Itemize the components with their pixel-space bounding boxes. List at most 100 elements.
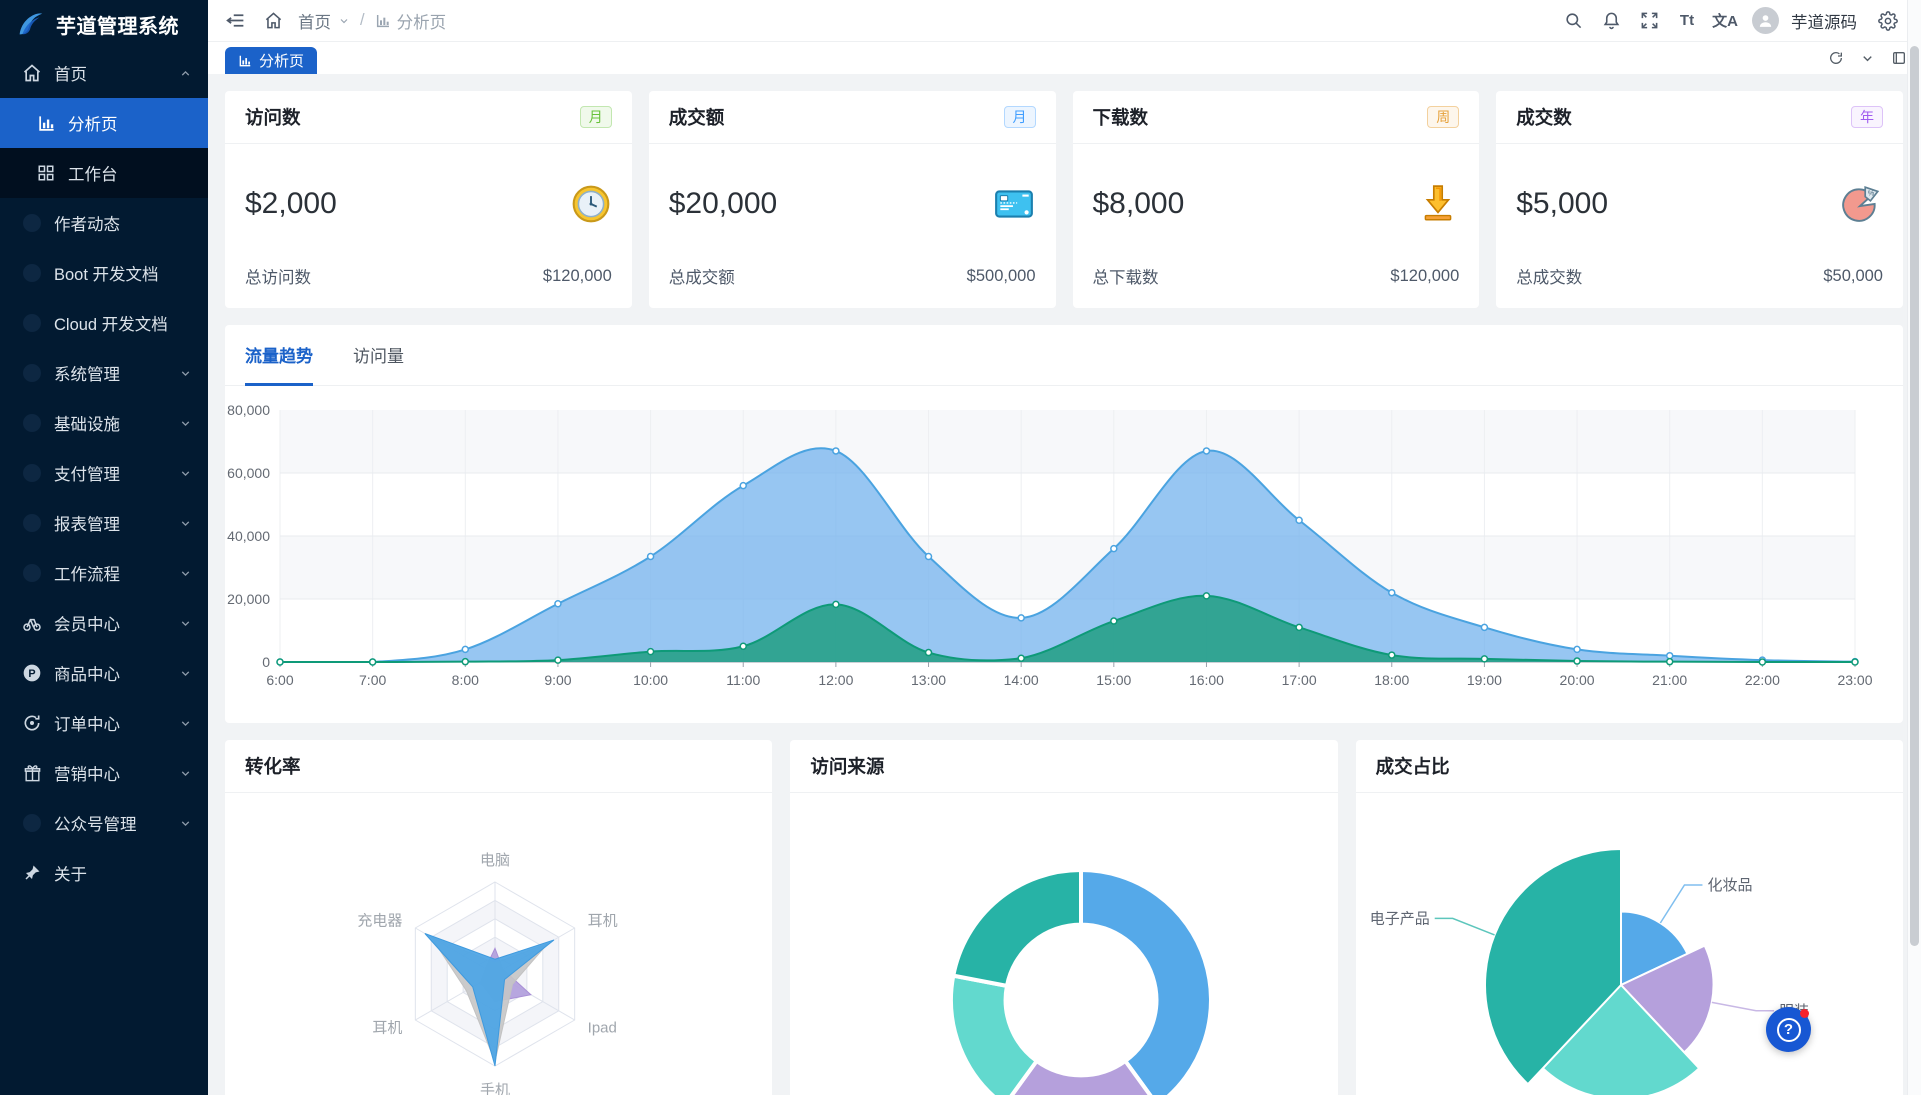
period-badge: 年 (1851, 106, 1883, 128)
gear-icon[interactable] (1871, 4, 1905, 38)
svg-text:18:00: 18:00 (1374, 672, 1409, 688)
sidebar-item-system[interactable]: 系统管理 (0, 348, 208, 398)
sidebar: 芋道管理系统 首页 分析页 (0, 0, 208, 1095)
fullscreen-icon[interactable] (1632, 4, 1666, 38)
card-title: 成交额 (668, 107, 725, 128)
download-icon (1417, 183, 1459, 225)
sidebar-item-order[interactable]: 订单中心 (0, 698, 208, 748)
sidebar-item-marketing[interactable]: 营销中心 (0, 748, 208, 798)
svg-text:8:00: 8:00 (452, 672, 479, 688)
svg-text:17:00: 17:00 (1282, 672, 1317, 688)
bicycle-icon (21, 612, 43, 634)
search-icon[interactable] (1556, 4, 1590, 38)
dot-icon (21, 512, 43, 534)
username[interactable]: 芋道源码 (1791, 13, 1857, 32)
sidebar-item-report[interactable]: 报表管理 (0, 498, 208, 548)
sidebar-item-analysis[interactable]: 分析页 (0, 98, 208, 148)
chevron-down-icon (179, 367, 192, 380)
sidebar-item-author-news[interactable]: 作者动态 (0, 198, 208, 248)
sidebar-collapse-button[interactable] (218, 4, 252, 38)
chevron-down-icon (179, 667, 192, 680)
visit-source-card: 访问来源 (790, 740, 1338, 1095)
top-navbar: 首页 / 分析页 Tt 文A 芋道源码 (208, 0, 1921, 42)
home-icon (21, 62, 43, 84)
bar-chart-icon (375, 13, 391, 29)
pin-icon (21, 862, 43, 884)
svg-text:6:00: 6:00 (266, 672, 293, 688)
footer-value: $120,000 (542, 266, 612, 285)
font-size-icon[interactable]: Tt (1679, 12, 1695, 29)
breadcrumb: 首页 / 分析页 (298, 9, 446, 33)
tab-traffic-trend[interactable]: 流量趋势 (245, 325, 313, 386)
bell-icon[interactable] (1594, 4, 1628, 38)
logo[interactable]: 芋道管理系统 (0, 0, 208, 48)
breadcrumb-current[interactable]: 分析页 (375, 9, 446, 33)
chevron-down-icon (179, 567, 192, 580)
vertical-scrollbar (1907, 0, 1921, 1095)
svg-text:化妆品: 化妆品 (1707, 877, 1752, 894)
maximize-icon[interactable] (1891, 50, 1907, 66)
tab-bar: 分析页 (208, 42, 1921, 74)
period-badge: 月 (579, 106, 612, 128)
dot-icon (21, 212, 43, 234)
tab-analysis[interactable]: 分析页 (225, 47, 318, 74)
avatar[interactable] (1752, 7, 1779, 34)
refresh-icon[interactable] (1828, 50, 1844, 66)
product-icon: P (21, 662, 43, 684)
sidebar-item-label: 订单中心 (54, 716, 120, 734)
logo-icon (13, 7, 47, 41)
footer-label: 总成交额 (668, 269, 735, 287)
chevron-down-icon (338, 15, 350, 27)
svg-text:7:00: 7:00 (359, 672, 386, 688)
card-title: 转化率 (225, 740, 773, 793)
sidebar-item-member[interactable]: 会员中心 (0, 598, 208, 648)
svg-text:耳机: 耳机 (372, 1020, 402, 1037)
svg-text:P: P (28, 668, 35, 680)
question-icon: ? (1776, 1017, 1801, 1042)
svg-text:60,000: 60,000 (227, 465, 270, 481)
sidebar-item-label: 工作流程 (54, 566, 120, 584)
breadcrumb-separator: / (360, 11, 365, 29)
svg-text:9:00: 9:00 (544, 672, 571, 688)
sidebar-item-label: 首页 (54, 66, 87, 84)
notification-dot (1800, 1009, 1809, 1018)
sidebar-item-product[interactable]: P 商品中心 (0, 648, 208, 698)
scrollbar-thumb[interactable] (1910, 46, 1919, 946)
chevron-down-icon (179, 467, 192, 480)
sidebar-item-boot-docs[interactable]: Boot 开发文档 (0, 248, 208, 298)
language-icon[interactable]: 文A (1712, 13, 1738, 30)
main-area: 首页 / 分析页 Tt 文A 芋道源码 (208, 0, 1921, 1095)
card-title: 成交数 (1516, 107, 1572, 128)
help-button[interactable]: ? (1766, 1007, 1811, 1052)
svg-text:21:00: 21:00 (1652, 672, 1687, 688)
home-icon[interactable] (256, 4, 290, 38)
app-title: 芋道管理系统 (56, 15, 179, 38)
footer-value: $50,000 (1823, 266, 1883, 285)
svg-text:80,000: 80,000 (227, 402, 270, 418)
sidebar-item-infra[interactable]: 基础设施 (0, 398, 208, 448)
tab-visit-volume[interactable]: 访问量 (353, 346, 404, 366)
card-title: 访问来源 (790, 740, 1338, 793)
svg-text:15:00: 15:00 (1096, 672, 1131, 688)
sidebar-item-wechat[interactable]: 公众号管理 (0, 798, 208, 848)
marketing-icon (21, 762, 43, 784)
sidebar-item-label: 关于 (54, 866, 87, 884)
sidebar-item-cloud-docs[interactable]: Cloud 开发文档 (0, 298, 208, 348)
traffic-trend-card: 流量趋势 访问量 0 20,000 40,000 60,000 80,000 6:00 7:… (225, 325, 1903, 723)
sidebar-item-label: 会员中心 (54, 616, 120, 634)
sidebar-item-label: Boot 开发文档 (54, 266, 159, 284)
sidebar-item-home[interactable]: 首页 (0, 48, 208, 98)
sidebar-item-workbench[interactable]: 工作台 (0, 148, 208, 198)
credit-card-icon (992, 183, 1036, 225)
stat-card-deals: 成交数 年 $5,000 % 总成交数 $50,000 (1496, 91, 1903, 308)
sidebar-item-workflow[interactable]: 工作流程 (0, 548, 208, 598)
svg-text:16:00: 16:00 (1189, 672, 1224, 688)
sidebar-item-payment[interactable]: 支付管理 (0, 448, 208, 498)
svg-text:Ipad: Ipad (588, 1020, 617, 1037)
chevron-down-icon[interactable] (1860, 51, 1875, 66)
dot-icon (21, 412, 43, 434)
sidebar-item-about[interactable]: 关于 (0, 848, 208, 898)
sidebar-item-label: 支付管理 (54, 466, 120, 484)
order-icon (21, 712, 43, 734)
breadcrumb-root[interactable]: 首页 (298, 13, 331, 32)
